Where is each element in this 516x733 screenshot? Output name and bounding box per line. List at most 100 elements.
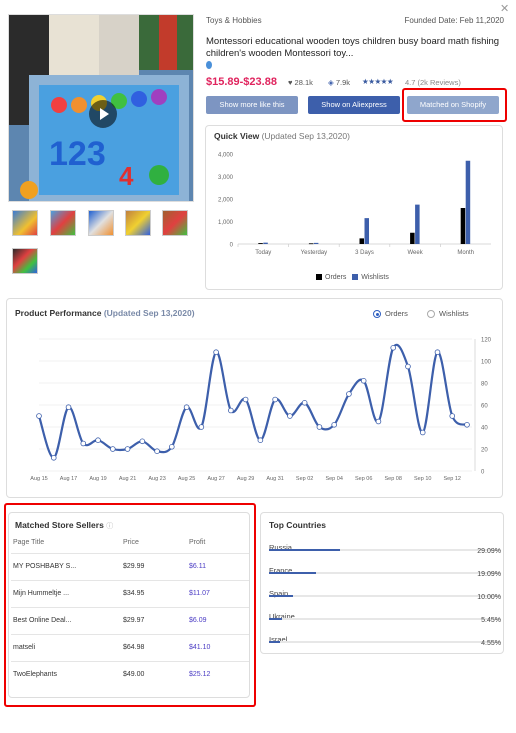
data-point[interactable]	[287, 413, 293, 419]
data-point[interactable]	[198, 424, 205, 430]
data-point[interactable]	[405, 363, 411, 370]
likes-count: 28.1k	[294, 78, 313, 87]
product-title[interactable]: Montessori educational wooden toys child…	[206, 36, 500, 59]
bar-wishlists[interactable]	[313, 242, 319, 244]
table-row[interactable]: Mijn Hummeltje ... $34.95 $11.07	[11, 580, 249, 606]
x-tick-label: Sep 02	[296, 476, 313, 482]
seller-title-cell: TwoElephants	[13, 671, 57, 678]
thumbnail[interactable]	[88, 210, 114, 236]
data-point[interactable]	[360, 377, 367, 384]
table-row[interactable]: MY POSHBABY S... $29.99 $6.11	[11, 553, 249, 579]
show-on-aliexpress-button[interactable]: Show on Aliexpress	[308, 96, 400, 114]
data-point[interactable]	[419, 429, 426, 436]
data-point[interactable]	[242, 396, 249, 403]
thumbnail[interactable]	[12, 248, 38, 274]
y-tick-label: 40	[481, 426, 488, 432]
matched-sellers-heading: Matched Store Sellers	[15, 520, 104, 530]
data-point[interactable]	[316, 424, 323, 430]
country-item: Spain 10.00%	[269, 583, 501, 601]
seller-profit-cell: $11.07	[189, 590, 210, 597]
y-tick-label: 0	[481, 470, 485, 476]
data-point[interactable]	[449, 413, 456, 419]
data-point[interactable]	[124, 446, 131, 452]
show-more-like-this-button[interactable]: Show more like this	[206, 96, 298, 114]
data-point[interactable]	[301, 400, 308, 406]
seller-price-cell: $29.99	[123, 563, 145, 570]
play-video-icon[interactable]	[89, 100, 117, 128]
data-point[interactable]	[331, 422, 337, 428]
y-tick-label: 1,000	[218, 220, 234, 226]
col-page-title[interactable]: Page Title	[13, 539, 45, 546]
country-name: Spain	[269, 589, 289, 598]
country-pct: 19.09%	[477, 571, 501, 578]
thumbnail[interactable]	[50, 210, 76, 236]
x-tick-label: Sep 06	[355, 476, 372, 482]
info-icon[interactable]: ⓘ	[106, 523, 114, 530]
legend-wishlists: Wishlists	[361, 274, 389, 281]
country-item: Israel 4.55%	[269, 629, 501, 647]
seller-profit-cell: $25.12	[189, 671, 211, 678]
thumbnail[interactable]	[12, 210, 38, 236]
data-point[interactable]	[95, 437, 101, 443]
bar-orders[interactable]	[258, 243, 263, 244]
data-point[interactable]	[375, 418, 382, 425]
data-point[interactable]	[154, 448, 160, 454]
sales-stat: ◈ 7.9k	[328, 78, 350, 87]
y-tick-label: 3,000	[218, 175, 234, 181]
data-point[interactable]	[169, 444, 175, 450]
bar-orders[interactable]	[308, 243, 314, 245]
performance-line-chart: 0 20 40 60 80 100 120 Aug 15 Aug 17 Aug 19 Aug 21 A…	[30, 338, 492, 483]
radio-unselected-icon	[427, 310, 435, 319]
seller-profit-cell: $6.11	[189, 563, 206, 570]
quick-view-updated: (Updated Sep 13,2020)	[261, 131, 350, 141]
thumbnail[interactable]	[125, 210, 151, 236]
col-profit[interactable]: Profit	[189, 539, 206, 546]
data-point[interactable]	[434, 349, 441, 356]
bar-wishlists[interactable]	[364, 218, 370, 244]
svg-text:4: 4	[119, 161, 134, 191]
highlight-box	[402, 88, 507, 122]
data-point[interactable]	[272, 396, 278, 403]
data-point[interactable]	[65, 404, 72, 410]
data-point[interactable]	[390, 344, 397, 351]
data-point[interactable]	[36, 413, 42, 419]
y-tick-label: 60	[481, 404, 488, 410]
table-row[interactable]: TwoElephants $49.00 $25.12	[11, 661, 249, 687]
table-row[interactable]: Best Online Deal... $29.97 $6.09	[11, 607, 249, 633]
data-point[interactable]	[109, 446, 116, 452]
y-tick-label: 120	[481, 338, 492, 344]
x-tick-label: Month	[457, 250, 474, 256]
close-icon[interactable]: ✕	[500, 3, 510, 15]
bar-orders[interactable]	[410, 232, 415, 244]
bar-wishlists[interactable]	[263, 242, 268, 244]
product-image[interactable]: 123 4	[8, 14, 194, 202]
matched-on-shopify-button[interactable]: Matched on Shopify	[407, 96, 499, 114]
x-tick-label: Aug 15	[30, 476, 47, 482]
data-point[interactable]	[183, 404, 190, 410]
country-pct: 10.00%	[477, 594, 501, 601]
wishlists-radio[interactable]: Wishlists	[427, 309, 469, 319]
data-point[interactable]	[80, 440, 87, 447]
data-point[interactable]	[50, 455, 57, 461]
data-point[interactable]	[464, 422, 470, 428]
data-point[interactable]	[139, 438, 146, 445]
table-row[interactable]: matseli $64.98 $41.10	[11, 634, 249, 660]
quick-view-title: Quick View (Updated Sep 13,2020)	[214, 131, 350, 141]
thumbnail[interactable]	[162, 210, 188, 236]
data-point[interactable]	[228, 407, 234, 414]
data-point[interactable]	[257, 437, 264, 443]
bar-orders[interactable]	[359, 238, 365, 244]
sales-count: 7.9k	[335, 78, 351, 87]
data-point[interactable]	[213, 349, 219, 356]
bar-orders[interactable]	[460, 208, 466, 244]
bar-wishlists[interactable]	[415, 204, 420, 244]
performance-card: Product Performance (Updated Sep 13,2020…	[6, 298, 503, 498]
orders-radio[interactable]: Orders	[373, 309, 408, 319]
heart-icon: ♥	[288, 78, 293, 87]
bar-wishlists[interactable]	[465, 160, 471, 244]
quick-view-heading: Quick View	[214, 131, 260, 141]
country-name: France	[269, 566, 293, 575]
col-price[interactable]: Price	[123, 539, 139, 546]
country-bar-track	[269, 572, 501, 574]
data-point[interactable]	[346, 391, 352, 397]
